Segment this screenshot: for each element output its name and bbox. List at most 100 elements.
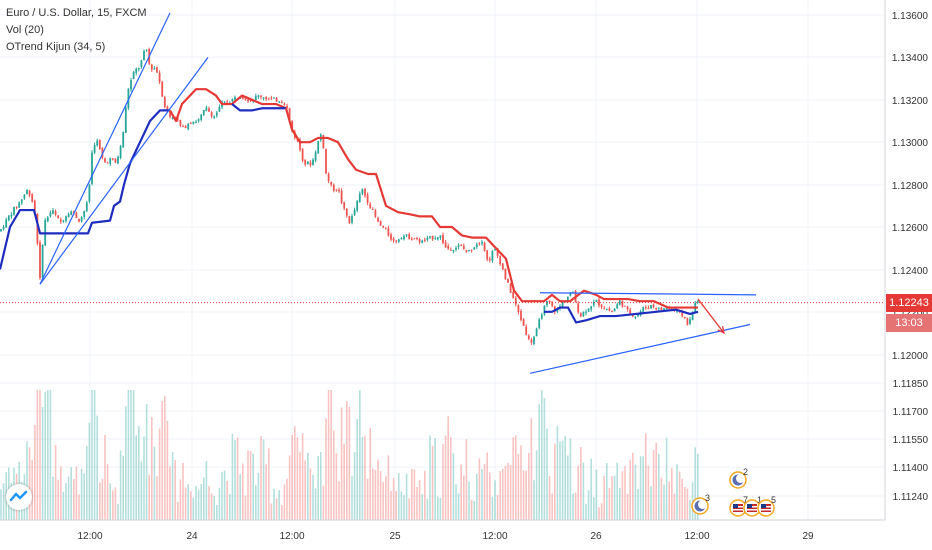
volume-bar [418, 480, 421, 520]
candle-body [621, 300, 624, 307]
us-flag-event-icon[interactable]: 1 [743, 495, 762, 517]
volume-bar [673, 493, 676, 520]
volume-bar [83, 473, 85, 520]
candle-body [122, 132, 125, 148]
volume-bar [346, 401, 348, 520]
candle-body [208, 108, 210, 112]
volume-bar [184, 487, 187, 520]
tradingview-logo[interactable] [6, 484, 32, 510]
volume-bar [619, 488, 621, 520]
candle-body [501, 263, 504, 270]
economic-events[interactable]: 3 2 7 1 5 [691, 467, 776, 517]
price-tick-label: 1.13200 [892, 96, 929, 107]
trendline-triangle-top[interactable] [539, 292, 757, 296]
volume-bar [658, 453, 660, 520]
forecast-arrow[interactable] [697, 298, 725, 334]
indicator-legend[interactable]: OTrend Kijun (34, 5) [6, 41, 106, 53]
volume-bar [26, 441, 28, 520]
candle-body [663, 308, 665, 310]
candle-body [595, 300, 598, 302]
candle-body [496, 248, 499, 256]
trendline-lower-channel[interactable] [39, 57, 209, 285]
candle-body [286, 105, 288, 109]
volume-bar [359, 390, 361, 520]
trendlines[interactable] [39, 12, 757, 374]
price-tick-label: 1.11700 [893, 407, 929, 418]
event-count: 5 [771, 495, 776, 505]
candle-body [413, 238, 416, 240]
volume-bar [164, 395, 166, 520]
moon-event-icon[interactable]: 2 [729, 467, 748, 489]
candle-body [205, 107, 208, 111]
volume-bar [556, 426, 559, 520]
kijun-bear-segment [169, 88, 287, 123]
volume-bar [104, 435, 106, 520]
volume-bar [405, 473, 408, 520]
candle-body [312, 159, 314, 166]
candle-body [288, 108, 291, 120]
volume-bar [507, 462, 509, 520]
volume-bar [96, 415, 98, 520]
volume-bar [200, 484, 202, 520]
volume-bar [491, 496, 494, 520]
candle-body [379, 221, 382, 226]
candle-body [304, 159, 307, 165]
volume-bar [639, 456, 642, 520]
moon-event-icon[interactable]: 3 [691, 493, 710, 515]
volume-bar [577, 465, 579, 520]
volume-bar [452, 453, 455, 520]
candle-body [70, 211, 73, 216]
trendline-upper-channel[interactable] [39, 12, 171, 285]
volume-bar [265, 464, 267, 520]
volume-bar [676, 464, 678, 520]
candle-body [36, 213, 39, 244]
candle-body [179, 119, 182, 126]
volume-legend[interactable]: Vol (20) [6, 24, 44, 36]
candle-body [223, 101, 226, 103]
candle-body [647, 307, 650, 309]
volume-bar [629, 459, 631, 520]
chart-logo-icon [9, 490, 28, 502]
candle-body [525, 326, 528, 335]
volume-bar [356, 418, 358, 520]
volume-bar [213, 495, 215, 520]
volume-bar [270, 503, 273, 520]
volume-bar [291, 434, 293, 520]
volume-bar [73, 479, 75, 520]
volume-bar [114, 487, 117, 520]
volume-bar [382, 482, 384, 520]
volume-bar [671, 468, 673, 520]
candle-body [670, 307, 673, 310]
volume-bar [247, 450, 249, 520]
volume-bar [169, 466, 171, 520]
candle-body [520, 310, 522, 321]
volume-bar [647, 465, 650, 520]
volume-bar [608, 487, 611, 520]
candle-body [283, 103, 286, 105]
candle-body [444, 242, 447, 248]
candle-body [486, 250, 489, 260]
symbol-title[interactable]: Euro / U.S. Dollar, 15, FXCM [6, 7, 147, 19]
volume-bar [533, 480, 535, 520]
volume-bar [403, 495, 405, 520]
candle-body [499, 255, 502, 264]
volume-bar [119, 450, 122, 520]
volume-bar [338, 481, 340, 520]
candle-body [538, 319, 541, 329]
volume-bar [143, 436, 145, 520]
candle-body [618, 300, 621, 305]
candle-body [494, 249, 496, 251]
volume-bar [564, 436, 566, 520]
us-flag-event-icon[interactable]: 5 [757, 495, 776, 517]
volume-bar [697, 453, 699, 520]
trendline-triangle-bottom[interactable] [529, 323, 751, 374]
candle-body [582, 311, 585, 317]
time-tick-label: 29 [802, 531, 814, 542]
volume-bar [257, 472, 260, 520]
candle-body [265, 97, 268, 100]
volume-bar [538, 404, 540, 520]
candle-body [169, 110, 171, 117]
volume-bar [431, 445, 434, 520]
volume-bar [522, 470, 525, 520]
